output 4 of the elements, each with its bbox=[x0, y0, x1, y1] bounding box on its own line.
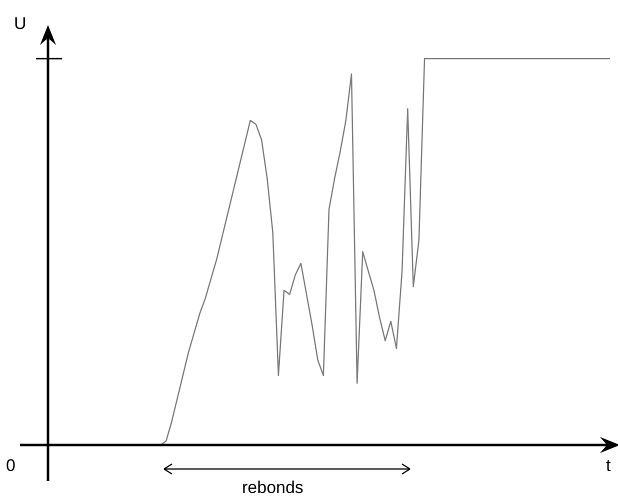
y-axis-title: U bbox=[14, 14, 26, 34]
x-axis-title: t bbox=[606, 456, 611, 476]
text: rebonds bbox=[242, 478, 304, 498]
text: 0 bbox=[6, 456, 16, 476]
